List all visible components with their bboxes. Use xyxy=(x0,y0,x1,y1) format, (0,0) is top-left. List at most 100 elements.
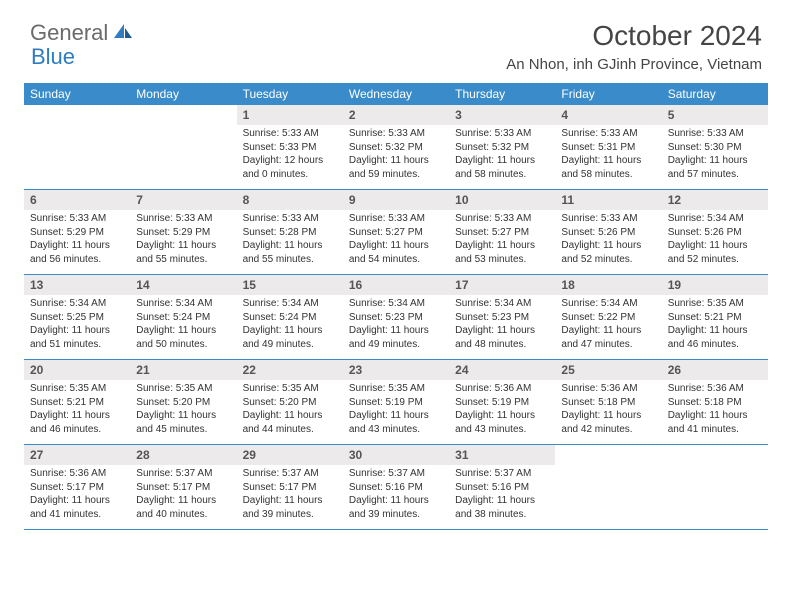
day-cell: Sunrise: 5:37 AMSunset: 5:16 PMDaylight:… xyxy=(343,465,449,529)
day-cell: Sunrise: 5:33 AMSunset: 5:30 PMDaylight:… xyxy=(662,125,768,189)
week-row: 2728293031Sunrise: 5:36 AMSunset: 5:17 P… xyxy=(24,445,768,530)
sunset-text: Sunset: 5:23 PM xyxy=(349,311,443,325)
dow-cell: Sunday xyxy=(24,83,130,105)
daylight-text: Daylight: 11 hours and 39 minutes. xyxy=(243,494,337,521)
day-number: 29 xyxy=(237,445,343,465)
sunrise-text: Sunrise: 5:33 AM xyxy=(243,127,337,141)
sunset-text: Sunset: 5:28 PM xyxy=(243,226,337,240)
daylight-text: Daylight: 11 hours and 43 minutes. xyxy=(455,409,549,436)
daylight-text: Daylight: 11 hours and 53 minutes. xyxy=(455,239,549,266)
sunset-text: Sunset: 5:27 PM xyxy=(455,226,549,240)
dow-cell: Monday xyxy=(130,83,236,105)
sunrise-text: Sunrise: 5:33 AM xyxy=(561,127,655,141)
daylight-text: Daylight: 11 hours and 46 minutes. xyxy=(668,324,762,351)
day-cell: Sunrise: 5:37 AMSunset: 5:17 PMDaylight:… xyxy=(237,465,343,529)
day-number: 3 xyxy=(449,105,555,125)
day-number: 4 xyxy=(555,105,661,125)
brand-logo: General xyxy=(30,20,136,46)
sunrise-text: Sunrise: 5:34 AM xyxy=(561,297,655,311)
day-cell xyxy=(24,125,130,189)
day-cell: Sunrise: 5:35 AMSunset: 5:19 PMDaylight:… xyxy=(343,380,449,444)
day-number: 27 xyxy=(24,445,130,465)
daylight-text: Daylight: 11 hours and 55 minutes. xyxy=(243,239,337,266)
daylight-text: Daylight: 11 hours and 39 minutes. xyxy=(349,494,443,521)
brand-text-general: General xyxy=(30,20,108,46)
daylight-text: Daylight: 11 hours and 47 minutes. xyxy=(561,324,655,351)
day-cell: Sunrise: 5:33 AMSunset: 5:26 PMDaylight:… xyxy=(555,210,661,274)
day-number: 31 xyxy=(449,445,555,465)
day-number: 6 xyxy=(24,190,130,210)
daylight-text: Daylight: 11 hours and 41 minutes. xyxy=(30,494,124,521)
month-title: October 2024 xyxy=(506,20,762,52)
brand-text-blue: Blue xyxy=(31,44,75,69)
sunrise-text: Sunrise: 5:37 AM xyxy=(243,467,337,481)
sunrise-text: Sunrise: 5:37 AM xyxy=(349,467,443,481)
daylight-text: Daylight: 11 hours and 49 minutes. xyxy=(349,324,443,351)
sunset-text: Sunset: 5:25 PM xyxy=(30,311,124,325)
sunset-text: Sunset: 5:20 PM xyxy=(243,396,337,410)
sunrise-text: Sunrise: 5:33 AM xyxy=(455,127,549,141)
sunrise-text: Sunrise: 5:34 AM xyxy=(349,297,443,311)
sunset-text: Sunset: 5:20 PM xyxy=(136,396,230,410)
day-cell xyxy=(555,465,661,529)
sunset-text: Sunset: 5:18 PM xyxy=(561,396,655,410)
sunrise-text: Sunrise: 5:35 AM xyxy=(668,297,762,311)
day-number: 9 xyxy=(343,190,449,210)
sunset-text: Sunset: 5:16 PM xyxy=(455,481,549,495)
daylight-text: Daylight: 11 hours and 58 minutes. xyxy=(561,154,655,181)
brand-text-blue-wrap: Blue xyxy=(33,44,75,70)
sunrise-text: Sunrise: 5:34 AM xyxy=(136,297,230,311)
sunrise-text: Sunrise: 5:33 AM xyxy=(136,212,230,226)
sunset-text: Sunset: 5:19 PM xyxy=(455,396,549,410)
sunset-text: Sunset: 5:19 PM xyxy=(349,396,443,410)
day-number: 18 xyxy=(555,275,661,295)
day-number: 15 xyxy=(237,275,343,295)
sunset-text: Sunset: 5:17 PM xyxy=(30,481,124,495)
dow-cell: Thursday xyxy=(449,83,555,105)
week-row: 20212223242526Sunrise: 5:35 AMSunset: 5:… xyxy=(24,360,768,445)
day-cell: Sunrise: 5:33 AMSunset: 5:27 PMDaylight:… xyxy=(343,210,449,274)
day-number: 30 xyxy=(343,445,449,465)
day-cell: Sunrise: 5:33 AMSunset: 5:31 PMDaylight:… xyxy=(555,125,661,189)
week-row: 13141516171819Sunrise: 5:34 AMSunset: 5:… xyxy=(24,275,768,360)
day-cell: Sunrise: 5:34 AMSunset: 5:22 PMDaylight:… xyxy=(555,295,661,359)
week-row: 12345Sunrise: 5:33 AMSunset: 5:33 PMDayl… xyxy=(24,105,768,190)
daylight-text: Daylight: 11 hours and 46 minutes. xyxy=(30,409,124,436)
day-cell: Sunrise: 5:36 AMSunset: 5:18 PMDaylight:… xyxy=(555,380,661,444)
day-cell: Sunrise: 5:33 AMSunset: 5:32 PMDaylight:… xyxy=(449,125,555,189)
day-cell: Sunrise: 5:35 AMSunset: 5:21 PMDaylight:… xyxy=(662,295,768,359)
day-number: 12 xyxy=(662,190,768,210)
daylight-text: Daylight: 11 hours and 54 minutes. xyxy=(349,239,443,266)
sunset-text: Sunset: 5:29 PM xyxy=(30,226,124,240)
day-cell xyxy=(662,465,768,529)
sunset-text: Sunset: 5:21 PM xyxy=(30,396,124,410)
day-number: 24 xyxy=(449,360,555,380)
daylight-text: Daylight: 11 hours and 52 minutes. xyxy=(668,239,762,266)
daylight-text: Daylight: 11 hours and 59 minutes. xyxy=(349,154,443,181)
day-number: 19 xyxy=(662,275,768,295)
location: An Nhon, inh GJinh Province, Vietnam xyxy=(506,56,762,73)
sunrise-text: Sunrise: 5:34 AM xyxy=(243,297,337,311)
sunrise-text: Sunrise: 5:34 AM xyxy=(30,297,124,311)
day-number: 26 xyxy=(662,360,768,380)
daylight-text: Daylight: 11 hours and 48 minutes. xyxy=(455,324,549,351)
day-cell: Sunrise: 5:34 AMSunset: 5:24 PMDaylight:… xyxy=(237,295,343,359)
sunrise-text: Sunrise: 5:37 AM xyxy=(136,467,230,481)
daylight-text: Daylight: 11 hours and 50 minutes. xyxy=(136,324,230,351)
dow-cell: Friday xyxy=(555,83,661,105)
sunset-text: Sunset: 5:16 PM xyxy=(349,481,443,495)
week-row: 6789101112Sunrise: 5:33 AMSunset: 5:29 P… xyxy=(24,190,768,275)
daylight-text: Daylight: 11 hours and 45 minutes. xyxy=(136,409,230,436)
day-cell: Sunrise: 5:36 AMSunset: 5:18 PMDaylight:… xyxy=(662,380,768,444)
sunrise-text: Sunrise: 5:36 AM xyxy=(455,382,549,396)
sunset-text: Sunset: 5:32 PM xyxy=(455,141,549,155)
day-cell: Sunrise: 5:33 AMSunset: 5:28 PMDaylight:… xyxy=(237,210,343,274)
daylight-text: Daylight: 11 hours and 51 minutes. xyxy=(30,324,124,351)
day-number: 17 xyxy=(449,275,555,295)
day-cell: Sunrise: 5:33 AMSunset: 5:33 PMDaylight:… xyxy=(237,125,343,189)
day-cell: Sunrise: 5:34 AMSunset: 5:25 PMDaylight:… xyxy=(24,295,130,359)
day-number: 7 xyxy=(130,190,236,210)
sunrise-text: Sunrise: 5:36 AM xyxy=(30,467,124,481)
sunset-text: Sunset: 5:33 PM xyxy=(243,141,337,155)
title-block: October 2024 An Nhon, inh GJinh Province… xyxy=(506,20,762,73)
